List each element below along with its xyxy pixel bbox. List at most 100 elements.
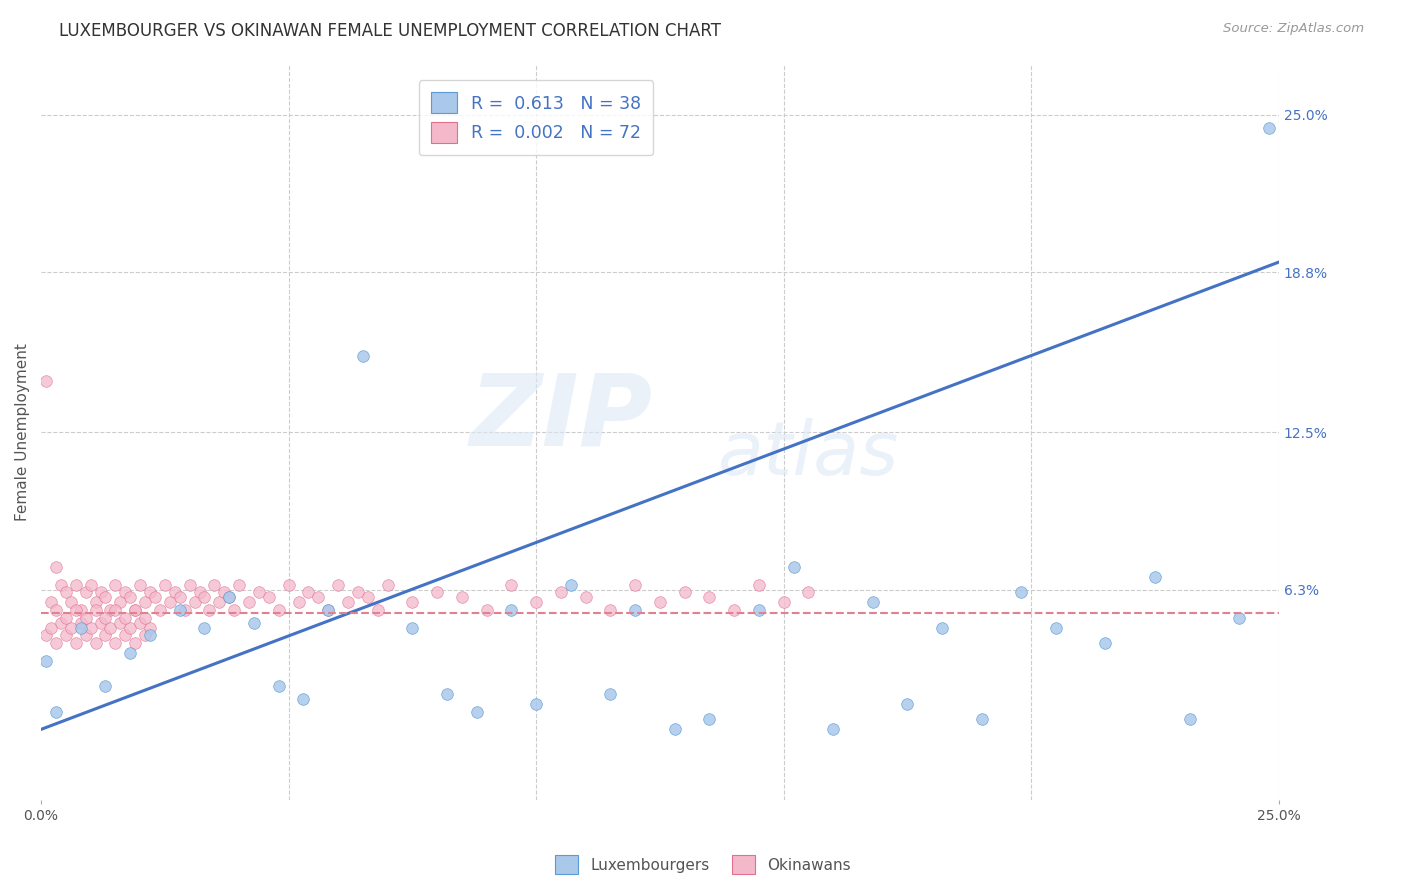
Point xyxy=(143,591,166,605)
Point xyxy=(120,591,142,605)
Point xyxy=(110,615,132,630)
Point xyxy=(218,591,240,605)
Point xyxy=(292,691,315,706)
Point xyxy=(931,621,953,635)
Point xyxy=(896,697,918,711)
Point xyxy=(198,603,221,617)
Point xyxy=(84,603,107,617)
Point xyxy=(104,577,127,591)
Point xyxy=(214,585,236,599)
Point xyxy=(208,595,231,609)
Point xyxy=(139,621,162,635)
Point xyxy=(648,595,671,609)
Point xyxy=(337,595,360,609)
Point xyxy=(316,603,339,617)
Point xyxy=(94,591,117,605)
Point xyxy=(748,577,770,591)
Point xyxy=(862,595,884,609)
Point xyxy=(169,591,191,605)
Point xyxy=(782,559,804,574)
Point xyxy=(159,595,181,609)
Point xyxy=(475,603,498,617)
Point xyxy=(45,705,67,719)
Point xyxy=(352,349,374,363)
Point xyxy=(748,603,770,617)
Point xyxy=(357,591,380,605)
Point xyxy=(100,603,122,617)
Point xyxy=(970,712,993,726)
Point xyxy=(772,595,794,609)
Point xyxy=(124,636,146,650)
Point xyxy=(202,577,225,591)
Point xyxy=(79,621,101,635)
Point xyxy=(1227,610,1250,624)
Point xyxy=(59,621,82,635)
Point xyxy=(39,595,62,609)
Point xyxy=(183,595,205,609)
Point xyxy=(179,577,201,591)
Point xyxy=(599,687,621,701)
Point xyxy=(673,585,696,599)
Point xyxy=(1178,712,1201,726)
Point xyxy=(401,621,423,635)
Point xyxy=(163,585,186,599)
Point xyxy=(49,577,72,591)
Point xyxy=(451,591,474,605)
Point xyxy=(347,585,370,599)
Point xyxy=(1010,585,1032,599)
Point xyxy=(193,621,215,635)
Point xyxy=(550,585,572,599)
Point xyxy=(35,628,58,642)
Point xyxy=(114,585,136,599)
Point xyxy=(84,636,107,650)
Point xyxy=(599,603,621,617)
Point xyxy=(560,577,582,591)
Point xyxy=(1257,120,1279,135)
Point xyxy=(114,610,136,624)
Point xyxy=(723,603,745,617)
Point xyxy=(699,712,721,726)
Point xyxy=(524,595,547,609)
Point xyxy=(524,697,547,711)
Point xyxy=(35,654,58,668)
Point xyxy=(139,585,162,599)
Point xyxy=(188,585,211,599)
Point xyxy=(124,603,146,617)
Point xyxy=(120,621,142,635)
Point xyxy=(65,636,87,650)
Point xyxy=(134,628,156,642)
Text: atlas: atlas xyxy=(717,418,898,491)
Point xyxy=(75,628,97,642)
Point xyxy=(139,628,162,642)
Point xyxy=(297,585,319,599)
Point xyxy=(55,610,77,624)
Point xyxy=(45,559,67,574)
Point xyxy=(1045,621,1067,635)
Point xyxy=(55,585,77,599)
Point xyxy=(326,577,349,591)
Point xyxy=(218,591,240,605)
Point xyxy=(45,603,67,617)
Point xyxy=(193,591,215,605)
Legend: R =  0.613   N = 38, R =  0.002   N = 72: R = 0.613 N = 38, R = 0.002 N = 72 xyxy=(419,80,654,155)
Point xyxy=(267,679,290,693)
Point xyxy=(465,705,488,719)
Text: Source: ZipAtlas.com: Source: ZipAtlas.com xyxy=(1223,22,1364,36)
Point xyxy=(39,621,62,635)
Point xyxy=(75,610,97,624)
Point xyxy=(55,628,77,642)
Point xyxy=(624,603,647,617)
Point xyxy=(134,610,156,624)
Point xyxy=(243,615,266,630)
Point xyxy=(69,621,91,635)
Point xyxy=(401,595,423,609)
Point xyxy=(89,615,111,630)
Point xyxy=(228,577,250,591)
Point xyxy=(257,591,280,605)
Point xyxy=(238,595,260,609)
Point xyxy=(94,628,117,642)
Point xyxy=(1094,636,1116,650)
Point xyxy=(316,603,339,617)
Point xyxy=(224,603,246,617)
Legend: Luxembourgers, Okinawans: Luxembourgers, Okinawans xyxy=(548,849,858,880)
